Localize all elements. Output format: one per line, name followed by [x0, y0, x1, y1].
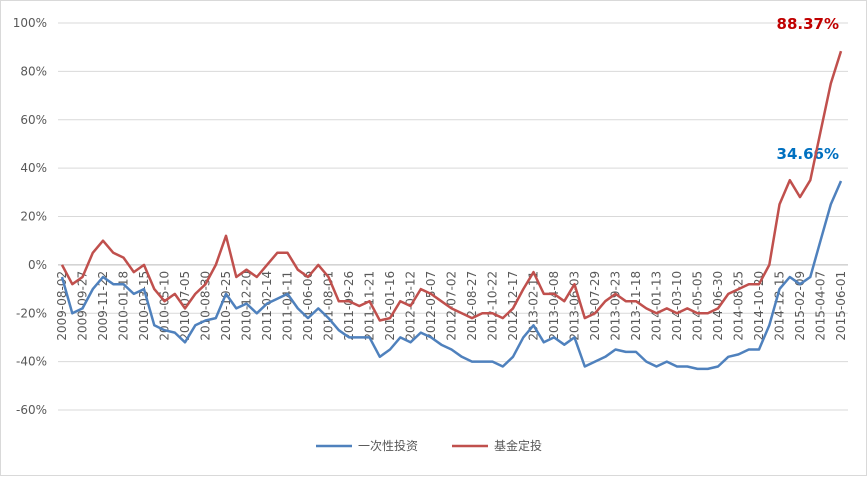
x-tick-label: 2013-06-03 — [568, 271, 582, 341]
x-tick-label: 2015-06-01 — [834, 271, 848, 341]
x-tick-label: 2014-08-25 — [732, 271, 746, 341]
y-tick-label: 20% — [20, 210, 47, 224]
x-tick-label: 2010-10-25 — [219, 271, 233, 341]
y-tick-label: 60% — [20, 113, 47, 127]
x-tick-label: 2010-03-15 — [137, 271, 151, 341]
x-tick-label: 2010-08-30 — [199, 271, 213, 341]
x-tick-label: 2010-01-18 — [117, 271, 131, 341]
x-tick-label: 2009-11-22 — [96, 271, 110, 341]
x-tick-label: 2014-12-15 — [773, 271, 787, 341]
value-label: 88.37% — [777, 15, 839, 33]
value-label: 34.66% — [777, 145, 839, 163]
x-tick-label: 2013-02-11 — [527, 271, 541, 341]
x-tick-label: 2010-05-10 — [158, 271, 172, 341]
legend-label: 一次性投资 — [358, 438, 418, 453]
x-tick-label: 2012-01-16 — [383, 271, 397, 341]
series-line — [60, 50, 843, 322]
x-tick-label: 2015-04-07 — [814, 271, 828, 341]
x-tick-label: 2011-09-26 — [342, 271, 356, 341]
y-tick-label: 100% — [13, 16, 47, 30]
series-line — [60, 180, 843, 371]
y-tick-label: 0% — [28, 258, 47, 272]
x-tick-label: 2014-05-05 — [691, 271, 705, 341]
x-tick-label: 2014-06-30 — [711, 271, 725, 341]
x-tick-label: 2013-04-08 — [547, 271, 561, 341]
x-tick-label: 2012-10-22 — [486, 271, 500, 341]
x-tick-label: 2014-10-20 — [752, 271, 766, 341]
x-tick-label: 2010-07-05 — [178, 271, 192, 341]
y-tick-label: -20% — [16, 306, 47, 320]
y-tick-label: -40% — [16, 355, 47, 369]
x-tick-label: 2014-03-10 — [670, 271, 684, 341]
x-tick-label: 2012-07-02 — [445, 271, 459, 341]
y-tick-label: -60% — [16, 403, 47, 417]
y-tick-label: 40% — [20, 161, 47, 175]
x-tick-label: 2012-05-07 — [424, 271, 438, 341]
x-tick-label: 2013-07-29 — [588, 271, 602, 341]
x-tick-label: 2015-02-09 — [793, 271, 807, 341]
x-tick-label: 2011-04-11 — [281, 271, 295, 341]
x-tick-label: 2014-01-13 — [650, 271, 664, 341]
x-tick-label: 2013-09-23 — [609, 271, 623, 341]
x-tick-label: 2011-02-14 — [260, 271, 274, 341]
legend-label: 基金定投 — [494, 438, 542, 453]
x-tick-label: 2010-12-20 — [240, 271, 254, 341]
y-tick-label: 80% — [20, 64, 47, 78]
x-tick-label: 2012-08-27 — [465, 271, 479, 341]
x-tick-label: 2011-06-06 — [301, 271, 315, 341]
x-tick-label: 2011-11-21 — [363, 271, 377, 341]
x-tick-label: 2011-08-01 — [322, 271, 336, 341]
x-tick-label: 2013-11-18 — [629, 271, 643, 341]
